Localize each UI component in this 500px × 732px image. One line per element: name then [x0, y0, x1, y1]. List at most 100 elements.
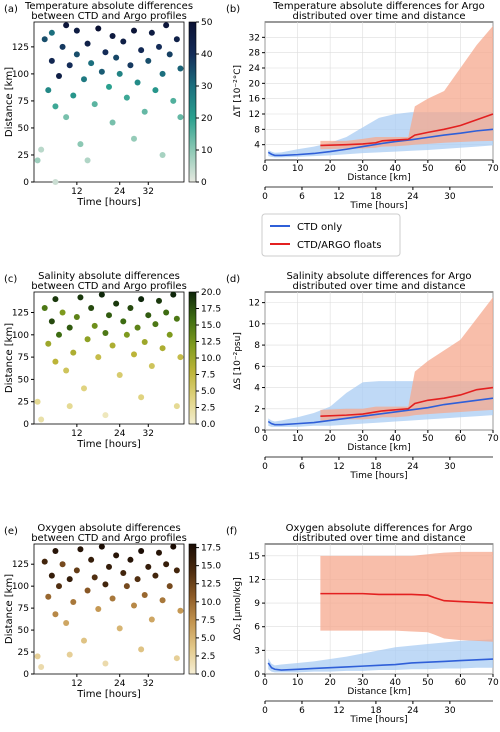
- y-tick-label: 12: [249, 110, 260, 120]
- scatter-point: [98, 68, 105, 75]
- scatter-point: [41, 305, 48, 312]
- x-tick-label: 32: [143, 429, 154, 439]
- scatter-point: [77, 294, 84, 301]
- scatter-point: [163, 309, 170, 316]
- y-tick-label: 20: [249, 79, 261, 89]
- scatter-point: [77, 546, 84, 553]
- scatter-point: [59, 561, 66, 568]
- scatter-point: [159, 345, 166, 352]
- scatter-point: [38, 416, 45, 423]
- scatter-point: [141, 108, 148, 115]
- scatter-point: [66, 576, 73, 583]
- time-tick-label: 6: [299, 462, 305, 472]
- scatter-point: [173, 315, 180, 322]
- chart-title-line2: between CTD and Argo profiles: [31, 281, 187, 292]
- scatter-point: [170, 543, 177, 550]
- time-tick-label: 0: [262, 706, 268, 716]
- x-tick-label: 12: [71, 679, 82, 689]
- colorbar-tick-label: 2.5: [201, 404, 215, 414]
- y-tick-label: 0: [23, 420, 29, 430]
- scatter-point: [102, 49, 109, 56]
- colorbar-tick-label: 10.0: [201, 354, 221, 364]
- chart-title-line1: Salinity absolute differences: [38, 271, 180, 282]
- colorbar-tick-label: 5.0: [201, 634, 216, 644]
- band-series-1: [320, 551, 493, 642]
- scatter-point: [159, 70, 166, 77]
- scatter-point: [45, 87, 52, 94]
- scatter-point: [63, 367, 70, 374]
- colorbar-tick-label: 12.5: [201, 338, 221, 348]
- scatter-point: [70, 349, 77, 356]
- x-tick-label: 50: [422, 164, 434, 174]
- scatter-point: [66, 403, 73, 410]
- x-tick-label: 60: [455, 164, 467, 174]
- y-tick-label: 24: [249, 64, 261, 74]
- scatter-point: [131, 351, 137, 358]
- scatter-point: [177, 114, 184, 121]
- scatter-point: [84, 587, 91, 594]
- scatter-point: [52, 548, 59, 555]
- chart-title-line1: Temperature absolute differences for Arg…: [272, 1, 484, 12]
- chart-title-line1: Oxygen absolute differences: [37, 523, 180, 534]
- y-tick-label: 75: [18, 604, 29, 614]
- x-tick-label: 60: [455, 434, 467, 444]
- y-tick-label: 10: [249, 320, 261, 330]
- x-tick-label: 50: [422, 678, 434, 688]
- scatter-point: [131, 135, 137, 142]
- scatter-point: [166, 331, 173, 338]
- scatter-point: [159, 151, 166, 158]
- line-series-0: [267, 128, 494, 157]
- x-tick-label: 24: [114, 429, 126, 439]
- x-tick-label: 32: [143, 187, 154, 197]
- scatter-point: [38, 146, 45, 153]
- y-tick-label: 8: [254, 341, 260, 351]
- scatter-point: [173, 567, 180, 574]
- x-tick-label: 12: [71, 429, 82, 439]
- scatter-point: [88, 305, 95, 312]
- y-tick-label: 8: [254, 125, 260, 135]
- scatter-point: [127, 305, 134, 312]
- scatter-point: [88, 60, 95, 67]
- scatter-point: [73, 51, 80, 58]
- scatter-point: [127, 62, 134, 69]
- scatter-point: [170, 291, 177, 298]
- colorbar-tick-label: 15.0: [201, 562, 221, 572]
- chart-title-line2: distributed over time and distance: [292, 533, 465, 544]
- scatter-point: [138, 394, 145, 401]
- x-tick-label: 70: [487, 164, 499, 174]
- line-series-0: [267, 658, 494, 671]
- y-tick-label: 0: [23, 670, 29, 680]
- colorbar-tick-label: 17.5: [201, 305, 221, 315]
- scatter-point: [120, 38, 127, 45]
- band-series-1: [320, 25, 493, 150]
- x-tick-label: 70: [487, 434, 499, 444]
- y-tick-label: 6: [254, 362, 260, 372]
- scatter-point: [70, 92, 77, 99]
- x-axis-label: Time [hours]: [76, 689, 141, 700]
- chart-title-line2: distributed over time and distance: [292, 11, 465, 22]
- scatter-point: [66, 651, 73, 658]
- scatter-point: [98, 543, 105, 550]
- band-series-1: [320, 297, 493, 421]
- colorbar-tick-label: 7.5: [201, 371, 215, 381]
- scatter-point: [102, 581, 109, 588]
- time-tick-label: 24: [407, 462, 419, 472]
- y-axis-label: Distance [km]: [4, 67, 15, 137]
- legend: CTD only CTD/ARGO floats: [261, 213, 401, 257]
- scatter-point: [48, 318, 55, 325]
- scatter-point: [138, 548, 145, 555]
- y-tick-label: 125: [12, 560, 29, 570]
- x-tick-label: 30: [357, 434, 369, 444]
- scatter-point: [113, 300, 120, 307]
- y-axis-label: Distance [km]: [4, 323, 15, 393]
- legend-label-ctd-argo: CTD/ARGO floats: [297, 240, 381, 251]
- legend-frame: [261, 213, 401, 257]
- y-tick-label: 25: [18, 648, 29, 658]
- chart-a: (a) Temperature absolute differencesbetwe…: [4, 1, 213, 208]
- scatter-point: [59, 309, 66, 316]
- scatter-point: [120, 318, 127, 325]
- y-tick-label: 100: [12, 70, 29, 80]
- scatter-point: [106, 563, 112, 570]
- time-tick-label: 0: [262, 192, 268, 202]
